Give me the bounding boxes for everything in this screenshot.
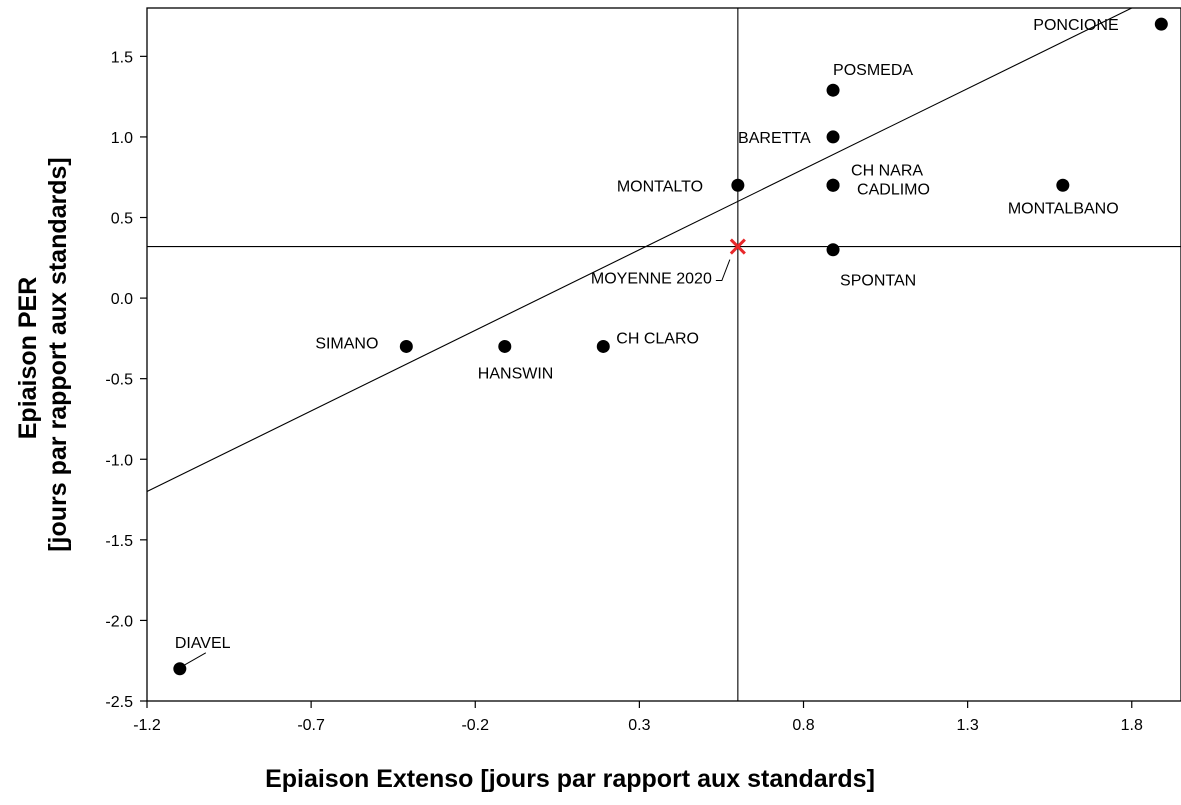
x-tick-label: 0.8	[792, 717, 814, 734]
plot-frame	[146, 7, 1181, 702]
data-point	[826, 130, 840, 144]
y-tick-label: -2.0	[105, 613, 133, 630]
point-label: CADLIMO	[857, 181, 930, 198]
data-point	[1056, 178, 1070, 192]
point-label: MONTALTO	[617, 178, 703, 195]
data-point	[596, 339, 610, 353]
y-axis-title-line-2: [jours par rapport aux standards]	[44, 157, 72, 552]
point-label: POSMEDA	[833, 62, 913, 79]
y-tick-label: 0.0	[111, 291, 133, 308]
x-tick-label: -0.2	[461, 717, 489, 734]
point-label-leader	[184, 652, 207, 666]
x-tick-label: -0.7	[297, 717, 325, 734]
plot-area: -2.5 -2.0 -1.5 -1.0 -0.5 0.0 0.5 1.0 1.5 -1.2 -0.7…	[105, 7, 1181, 734]
point-label: SIMANO	[315, 335, 378, 352]
data-point	[173, 662, 187, 676]
x-tick-label: 1.8	[1121, 717, 1143, 734]
point-label: PONCIONE	[1033, 17, 1118, 34]
data-point	[826, 83, 840, 97]
point-label: CH CLARO	[616, 330, 699, 347]
data-point	[826, 178, 840, 192]
x-tick-label: 1.3	[957, 717, 979, 734]
mean-marker-label: MOYENNE 2020	[591, 271, 712, 288]
point-label: BARETTA	[738, 130, 811, 147]
x-axis-title: Epiaison Extenso [jours par rapport aux …	[265, 765, 875, 793]
data-point	[826, 243, 840, 257]
y-tick-label: -2.5	[105, 694, 133, 711]
x-tick-label: -1.2	[133, 717, 161, 734]
mean-marker-leader	[715, 259, 731, 282]
y-axis-title: Epiaison PER [jours par rapport aux stan…	[14, 157, 72, 552]
y-tick-label: 1.0	[111, 130, 133, 147]
point-label: DIAVEL	[175, 635, 231, 652]
point-label: MONTALBANO	[1008, 200, 1119, 217]
data-point	[399, 339, 413, 353]
y-tick-label: 1.5	[111, 49, 133, 66]
y-axis-title-line-1: Epiaison PER	[14, 277, 42, 440]
x-tick-label: 0.3	[628, 717, 650, 734]
data-point	[1154, 17, 1168, 31]
y-tick-label: -1.0	[105, 452, 133, 469]
reference-line	[146, 7, 1133, 492]
y-tick-label: -0.5	[105, 372, 133, 389]
data-point	[731, 178, 745, 192]
point-label: SPONTAN	[840, 273, 916, 290]
data-point	[498, 339, 512, 353]
mean-marker-stroke	[729, 238, 746, 255]
point-label: CH NARA	[851, 162, 923, 179]
y-tick-label: -1.5	[105, 533, 133, 550]
y-tick-label: 0.5	[111, 211, 133, 228]
point-label: HANSWIN	[478, 365, 554, 382]
